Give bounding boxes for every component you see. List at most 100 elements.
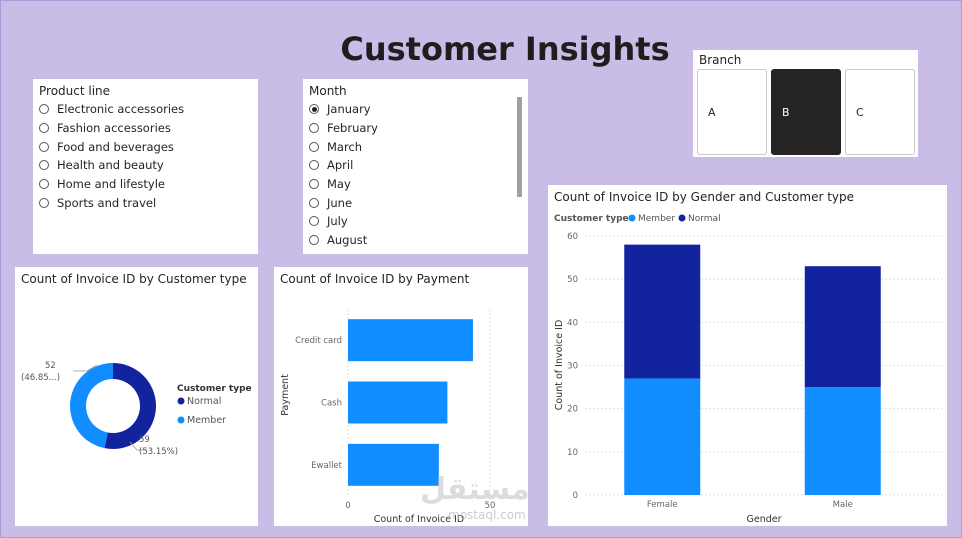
bar-ewallet[interactable]: [348, 443, 439, 486]
radio-icon[interactable]: [39, 179, 49, 190]
branch-title: Branch: [699, 53, 742, 67]
donut-title: Count of Invoice ID by Customer type: [21, 272, 247, 286]
y-tick-label: 60: [567, 232, 578, 242]
radio-icon[interactable]: [39, 141, 49, 152]
gender-stacked-chart: Customer type Member Normal 0 10 20 30 40 50 60 Fe…: [554, 214, 942, 525]
bar-male-member[interactable]: [804, 387, 881, 495]
legend-label-member[interactable]: Member: [638, 214, 675, 224]
y-tick-label: Credit card: [295, 336, 342, 346]
data-label-normal: 59: [139, 435, 150, 445]
donut-slice-member[interactable]: [70, 363, 113, 449]
bar-male-normal[interactable]: [804, 266, 881, 388]
branch-tile-a[interactable]: A: [697, 69, 767, 155]
y-tick-label: 0: [573, 491, 578, 501]
product-line-option[interactable]: Health and beauty: [39, 156, 184, 175]
y-tick-label: 40: [567, 318, 578, 328]
data-label-normal-pct: (53.15%): [139, 447, 178, 457]
product-line-option[interactable]: Food and beverages: [39, 137, 184, 156]
y-tick-label: 20: [567, 405, 578, 415]
product-line-option-label: Fashion accessories: [57, 121, 171, 136]
data-label-member-pct: (46.85...): [21, 373, 60, 383]
month-option[interactable]: June: [309, 193, 378, 212]
payment-title: Count of Invoice ID by Payment: [280, 272, 470, 286]
bar-cash[interactable]: [348, 381, 448, 424]
month-slicer: Month January February March April May June Ju…: [303, 79, 528, 254]
legend-marker-member: [628, 214, 636, 222]
month-option[interactable]: July: [309, 212, 378, 231]
branch-tile-b[interactable]: B: [771, 69, 841, 155]
month-option[interactable]: August: [309, 231, 378, 250]
product-line-title: Product line: [39, 84, 111, 98]
y-axis-title: Count of Invoice ID: [554, 320, 565, 411]
radio-icon[interactable]: [309, 160, 319, 171]
radio-icon[interactable]: [309, 104, 319, 115]
product-line-list: Electronic accessories Fashion accessorie…: [39, 100, 184, 212]
product-line-option[interactable]: Electronic accessories: [39, 100, 184, 119]
product-line-option[interactable]: Sports and travel: [39, 193, 184, 212]
x-axis-title: Count of Invoice ID: [374, 514, 465, 525]
month-option[interactable]: April: [309, 156, 378, 175]
donut-slice-normal[interactable]: [104, 363, 157, 449]
product-line-option-label: Electronic accessories: [57, 102, 185, 117]
month-option-label: June: [327, 195, 353, 210]
leader-line-normal: [129, 441, 147, 451]
product-line-option[interactable]: Fashion accessories: [39, 119, 184, 138]
month-scrollbar[interactable]: [517, 97, 522, 197]
branch-slicer: Branch A B C: [693, 50, 918, 157]
x-axis-title: Gender: [746, 514, 781, 525]
product-line-slicer: Product line Electronic accessories Fashi…: [33, 79, 258, 254]
radio-icon[interactable]: [309, 141, 319, 152]
radio-icon[interactable]: [39, 197, 49, 208]
month-option[interactable]: January: [309, 100, 378, 119]
y-tick-label: Cash: [321, 399, 342, 409]
radio-icon[interactable]: [309, 235, 319, 246]
x-tick-label: 0: [345, 501, 350, 511]
month-option[interactable]: March: [309, 137, 378, 156]
y-tick-label: 10: [567, 448, 578, 458]
month-option-label: April: [327, 158, 354, 173]
month-option-label: August: [327, 233, 368, 248]
radio-icon[interactable]: [39, 104, 49, 115]
product-line-option-label: Food and beverages: [57, 139, 174, 154]
x-tick-label: 50: [485, 501, 496, 511]
data-label-member: 52: [45, 361, 56, 371]
bar-female-member[interactable]: [624, 378, 701, 495]
month-option-label: February: [327, 121, 378, 136]
watermark-site: mostaql.com: [448, 508, 526, 522]
y-axis-title: Payment: [280, 374, 291, 416]
gender-card: Count of Invoice ID by Gender and Custom…: [548, 185, 947, 526]
month-option-label: January: [327, 102, 371, 117]
radio-icon[interactable]: [309, 179, 319, 190]
legend-label-member[interactable]: Member: [187, 415, 226, 426]
month-title: Month: [309, 84, 347, 98]
watermark-logo: مستقل: [420, 472, 530, 507]
y-tick-label: Ewallet: [311, 461, 342, 471]
y-tick-label: 50: [567, 275, 578, 285]
payment-card: Count of Invoice ID by Payment 0 50 Credit…: [274, 267, 528, 526]
radio-icon[interactable]: [39, 160, 49, 171]
bar-female-normal[interactable]: [624, 244, 701, 379]
y-tick-label: 30: [567, 362, 578, 372]
product-line-option-label: Home and lifestyle: [57, 177, 165, 192]
bar-credit-card[interactable]: [348, 319, 473, 362]
legend-label-normal[interactable]: Normal: [187, 396, 221, 407]
x-tick-label: Female: [647, 500, 678, 510]
month-option[interactable]: May: [309, 175, 378, 194]
radio-icon[interactable]: [309, 197, 319, 208]
product-line-option[interactable]: Home and lifestyle: [39, 175, 184, 194]
month-option-label: March: [327, 139, 363, 154]
month-option[interactable]: February: [309, 119, 378, 138]
x-tick-label: Male: [833, 500, 853, 510]
branch-tile-c[interactable]: C: [845, 69, 915, 155]
payment-bar-chart: 0 50 Credit card Cash Ewallet Count of Invoic…: [280, 309, 496, 525]
gender-legend-title: Customer type: [554, 214, 629, 224]
product-line-option-label: Sports and travel: [57, 195, 157, 210]
month-list: January February March April May June July Augu…: [309, 100, 378, 250]
radio-icon[interactable]: [39, 123, 49, 134]
legend-marker-normal: [678, 214, 686, 222]
radio-icon[interactable]: [309, 123, 319, 134]
donut-chart: 59 (53.15%) 52 (46.85...) Customer type Norma…: [21, 361, 252, 457]
radio-icon[interactable]: [309, 216, 319, 227]
donut-legend-title: Customer type: [177, 384, 252, 394]
legend-label-normal[interactable]: Normal: [688, 214, 721, 224]
